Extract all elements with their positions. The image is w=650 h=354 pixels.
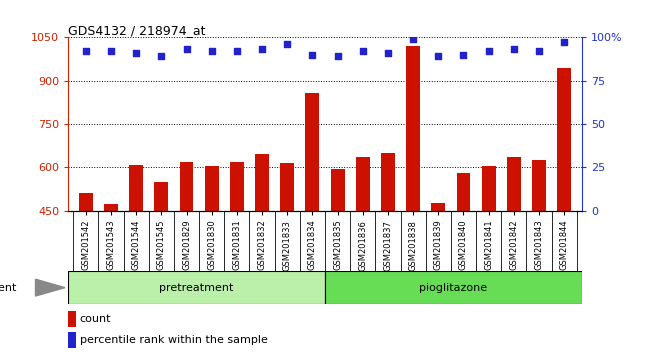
Bar <box>129 165 143 211</box>
Point <box>81 48 91 54</box>
Bar <box>331 169 345 211</box>
Bar <box>356 157 370 211</box>
Bar <box>406 46 420 211</box>
Text: pretreatment: pretreatment <box>159 282 234 293</box>
Bar <box>155 182 168 211</box>
Polygon shape <box>36 279 65 296</box>
Text: GSM201839: GSM201839 <box>434 219 443 270</box>
Point <box>484 48 494 54</box>
Text: percentile rank within the sample: percentile rank within the sample <box>79 335 268 345</box>
Text: GSM201544: GSM201544 <box>132 219 140 270</box>
Bar <box>255 154 269 211</box>
Point <box>282 41 293 47</box>
Bar <box>68 332 77 348</box>
Text: GSM201837: GSM201837 <box>384 219 393 270</box>
Point <box>257 46 267 52</box>
Text: GSM201842: GSM201842 <box>510 219 518 270</box>
Bar <box>104 204 118 211</box>
Text: GSM201833: GSM201833 <box>283 219 292 270</box>
Bar <box>456 173 471 211</box>
Point <box>106 48 116 54</box>
Point <box>433 53 443 59</box>
Point <box>534 48 544 54</box>
Point <box>231 48 242 54</box>
Text: GSM201841: GSM201841 <box>484 219 493 270</box>
Point <box>559 40 569 45</box>
Text: pioglitazone: pioglitazone <box>419 282 488 293</box>
Bar <box>230 162 244 211</box>
Point <box>131 50 142 56</box>
Point <box>358 48 368 54</box>
Text: GSM201840: GSM201840 <box>459 219 468 270</box>
Text: GSM201829: GSM201829 <box>182 219 191 270</box>
Bar <box>381 153 395 211</box>
Point <box>508 46 519 52</box>
Bar <box>179 162 194 211</box>
Bar <box>432 204 445 211</box>
Bar <box>557 68 571 211</box>
Bar <box>280 163 294 211</box>
Text: GSM201542: GSM201542 <box>81 219 90 270</box>
Text: GSM201831: GSM201831 <box>233 219 241 270</box>
Point <box>181 46 192 52</box>
Point <box>408 36 419 42</box>
Text: GDS4132 / 218974_at: GDS4132 / 218974_at <box>68 24 206 37</box>
Text: GSM201832: GSM201832 <box>257 219 266 270</box>
Point <box>207 48 217 54</box>
Point <box>458 52 469 57</box>
Point <box>307 52 318 57</box>
Text: GSM201835: GSM201835 <box>333 219 342 270</box>
Text: GSM201545: GSM201545 <box>157 219 166 270</box>
Text: GSM201836: GSM201836 <box>358 219 367 270</box>
Text: GSM201843: GSM201843 <box>534 219 543 270</box>
Text: agent: agent <box>0 282 17 293</box>
Text: GSM201844: GSM201844 <box>560 219 569 270</box>
Bar <box>68 271 325 304</box>
Point <box>156 53 166 59</box>
Bar <box>79 193 93 211</box>
Bar <box>68 311 77 327</box>
Text: GSM201838: GSM201838 <box>409 219 417 270</box>
Bar <box>532 160 546 211</box>
Bar <box>325 271 582 304</box>
Bar <box>306 93 319 211</box>
Text: GSM201830: GSM201830 <box>207 219 216 270</box>
Text: GSM201543: GSM201543 <box>107 219 116 270</box>
Bar <box>507 157 521 211</box>
Point <box>383 50 393 56</box>
Text: GSM201834: GSM201834 <box>308 219 317 270</box>
Bar <box>205 166 218 211</box>
Bar <box>482 166 495 211</box>
Text: count: count <box>79 314 111 324</box>
Point <box>332 53 343 59</box>
